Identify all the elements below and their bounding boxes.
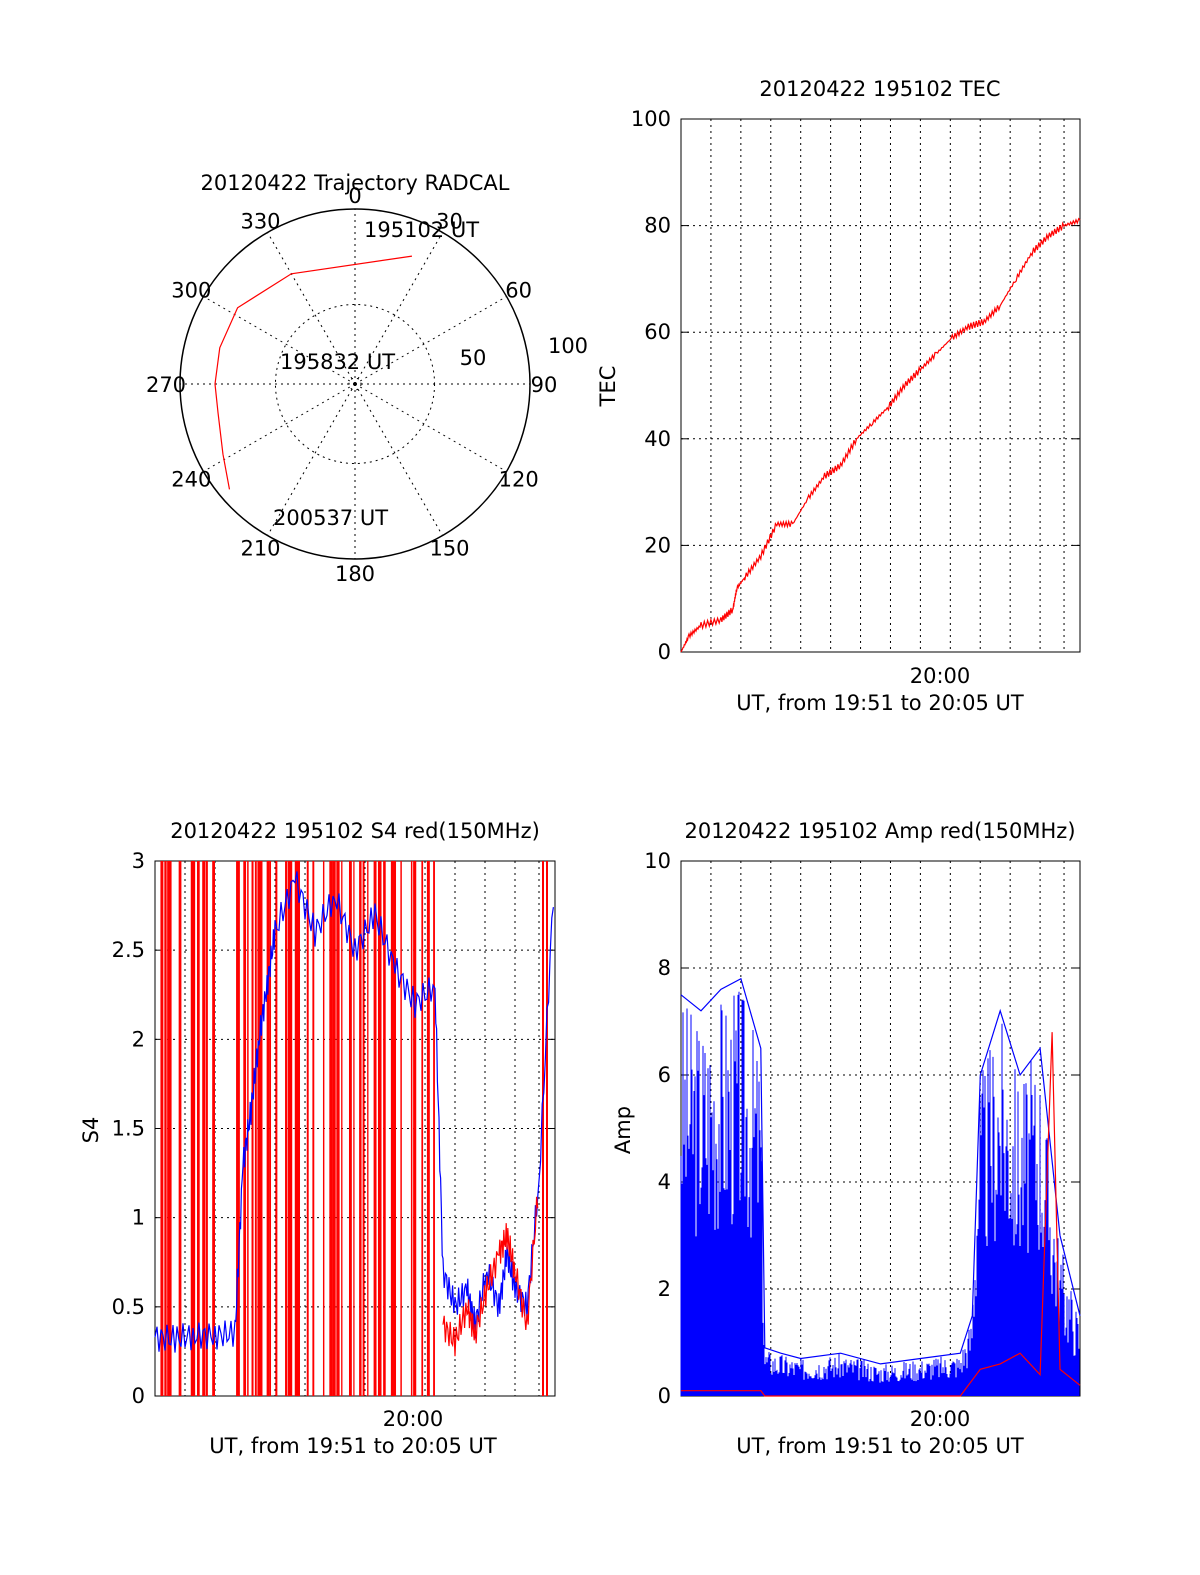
ytick-label: 60 [644,320,671,344]
s4-ylabel: S4 [79,1117,103,1144]
polar-angle-label: 0 [348,184,361,208]
polar-angle-labels: 0 30 60 90 120 150 180 210 240 270 300 330 [146,184,557,586]
ytick-label: 0 [658,640,671,664]
polar-angle-label: 240 [171,468,211,492]
polar-angle-label: 210 [240,537,280,561]
amp-ylabel: Amp [611,1106,635,1154]
polar-spoke [267,232,356,385]
polar-trajectory-line [214,255,413,490]
ytick-label: 0.5 [112,1295,145,1319]
polar-angle-label: 270 [146,373,186,397]
s4-xtick-2000: 20:00 [383,1407,444,1431]
polar-angle-label: 330 [240,209,280,233]
ytick-label: 100 [631,107,671,131]
polar-spoke [354,383,443,536]
amp-xlabel: UT, from 19:51 to 20:05 UT [736,1434,1024,1458]
tec-xtick-2000: 20:00 [910,664,971,688]
s4-blue-series [154,871,554,1353]
ytick-label: 3 [132,849,145,873]
polar-angle-label: 60 [505,279,532,303]
polar-angle-label: 30 [436,209,463,233]
ytick-label: 2.5 [112,938,145,962]
ytick-label: 1.5 [112,1117,145,1141]
polar-chart: 20120422 Trajectory RADCAL 0 30 60 90 120 150… [146,171,588,586]
tec-axes: 0 20 40 60 80 100 [631,107,1081,664]
polar-spoke [354,232,443,385]
tec-ylabel: TEC [596,366,620,408]
polar-spoke [203,296,356,385]
trajectory-middle-label: 195832 UT [280,350,395,374]
amp-blue-noise [680,991,1080,1396]
amp-red-series [681,1032,1081,1397]
polar-radius-label-50: 50 [460,346,487,370]
polar-angle-label: 150 [429,537,469,561]
trajectory-end-label: 200537 UT [273,506,388,530]
plot-frame [154,860,556,1397]
ytick-label: 8 [658,956,671,980]
ytick-label: 80 [644,214,671,238]
ytick-label: 4 [658,1170,671,1194]
polar-spoke [267,383,356,536]
tec-xlabel: UT, from 19:51 to 20:05 UT [736,691,1024,715]
amp-blue-series [680,977,1081,1365]
trajectory-start-label: 195102 UT [364,218,479,242]
polar-angle-label: 120 [499,468,539,492]
ytick-label: 10 [644,849,671,873]
tec-series-line [680,217,1081,653]
polar-spoke [203,383,356,472]
ytick-label: 40 [644,427,671,451]
ytick-label: 0 [132,1384,145,1408]
tec-chart: 20120422 195102 TEC 0 20 40 60 80 100 TEC 20:… [596,77,1081,715]
polar-radius-label-100: 100 [548,334,588,358]
ytick-label: 2 [132,1027,145,1051]
ytick-label: 0 [658,1384,671,1408]
plot-frame [680,118,1081,653]
ytick-label: 1 [132,1206,145,1230]
polar-spoke [354,296,507,385]
polar-spoke [354,383,507,472]
ytick-label: 2 [658,1277,671,1301]
amp-xtick-2000: 20:00 [910,1407,971,1431]
s4-red-spikes [160,861,548,1396]
ytick-label: 20 [644,533,671,557]
amp-title: 20120422 195102 Amp red(150MHz) [684,819,1075,843]
s4-xlabel: UT, from 19:51 to 20:05 UT [209,1434,497,1458]
polar-angle-label: 90 [531,373,558,397]
s4-title: 20120422 195102 S4 red(150MHz) [170,819,540,843]
tec-title: 20120422 195102 TEC [759,77,1000,101]
polar-grid [179,208,531,560]
polar-title: 20120422 Trajectory RADCAL [201,171,510,195]
ytick-label: 6 [658,1063,671,1087]
amp-chart: 20120422 195102 Amp red(150MHz) 0246810 … [611,819,1081,1458]
polar-angle-label: 180 [335,562,375,586]
s4-red-series [442,1196,539,1357]
polar-angle-label: 300 [171,279,211,303]
s4-chart: 20120422 195102 S4 red(150MHz) 0 0.5 1 1.5 2… [79,819,556,1458]
